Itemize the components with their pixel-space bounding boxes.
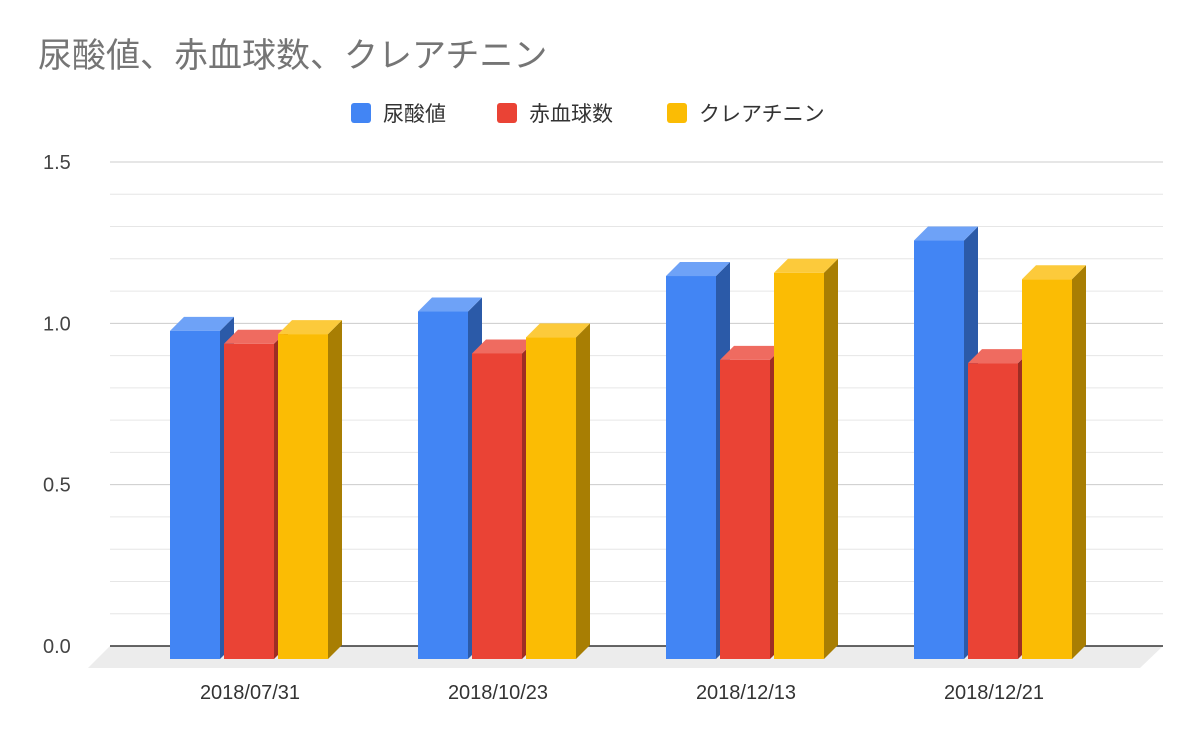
legend-label: 尿酸値: [383, 102, 446, 126]
y-tick-label: 0.0: [43, 636, 71, 658]
legend-item: 尿酸値: [351, 102, 446, 126]
legend-item: クレアチニン: [667, 102, 825, 126]
legend: 尿酸値 赤血球数 クレアチニン: [351, 102, 825, 126]
chart-title: 尿酸値、赤血球数、クレアチニン: [38, 36, 548, 76]
x-tick-label: 2018/12/13: [696, 682, 796, 704]
bar-3-2018/10/23: [526, 323, 590, 659]
axes: 0.0 0.5 1.0 1.5 2018/07/31 2018/10/23 2018/12/…: [43, 152, 1163, 704]
legend-label: 赤血球数: [529, 102, 613, 126]
bars: [170, 226, 1086, 660]
chart-floor: [88, 646, 1163, 668]
y-tick-label: 1.0: [43, 313, 71, 335]
y-tick-label: 1.5: [43, 152, 71, 174]
chart-floor-plane: [88, 646, 1163, 668]
x-tick-label: 2018/10/23: [448, 682, 548, 704]
bar-3-2018/12/13: [774, 258, 838, 659]
x-tick-label: 2018/07/31: [200, 682, 300, 704]
bar-1-2018/12/21: [914, 226, 978, 660]
bar-3-2018/12/21: [1022, 265, 1086, 659]
legend-swatch: [351, 103, 371, 123]
y-tick-label: 0.5: [43, 475, 71, 497]
legend-swatch: [497, 103, 517, 123]
legend-label: クレアチニン: [699, 102, 825, 126]
bar-3-2018/07/31: [278, 320, 342, 659]
legend-swatch: [667, 103, 687, 123]
legend-item: 赤血球数: [497, 102, 613, 126]
x-tick-label: 2018/12/21: [944, 682, 1044, 704]
